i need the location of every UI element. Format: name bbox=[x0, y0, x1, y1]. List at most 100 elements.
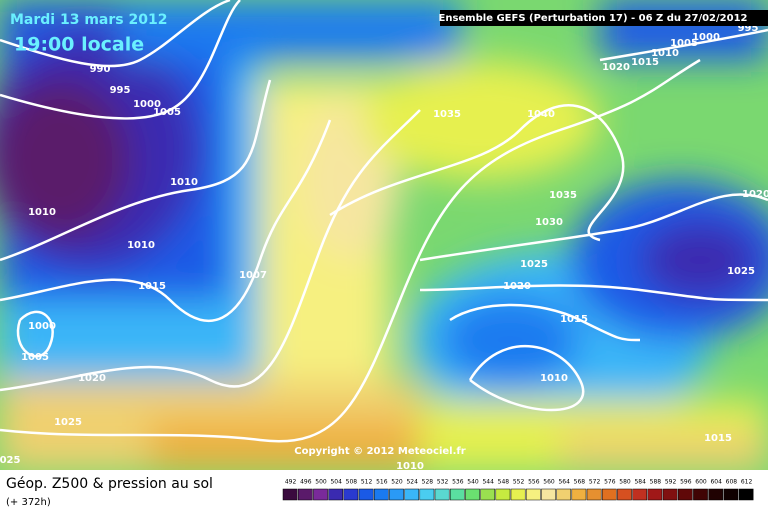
colorbar-swatch bbox=[571, 488, 587, 501]
isobar-label: 995 bbox=[738, 23, 759, 34]
isobar-label: 1015 bbox=[560, 314, 588, 325]
isobar-label: 1025 bbox=[54, 417, 82, 428]
colorbar-swatch bbox=[389, 488, 404, 501]
colorbar-swatch bbox=[586, 488, 602, 501]
colorbar-swatch bbox=[510, 488, 526, 501]
isobar-label: 1015 bbox=[631, 57, 659, 68]
model-banner bbox=[440, 10, 768, 26]
copyright: Copyright © 2012 Meteociel.fr bbox=[294, 446, 465, 457]
colorbar-label: 536 bbox=[452, 479, 464, 486]
isobar-label: 1005 bbox=[153, 107, 181, 118]
colorbar-swatch bbox=[708, 488, 724, 501]
colorbar-swatch bbox=[328, 488, 344, 501]
isobar-label: 1000 bbox=[692, 32, 720, 43]
isobar-label: 1020 bbox=[78, 373, 106, 384]
colorbar-label: 532 bbox=[437, 479, 449, 486]
colorbar-swatch bbox=[617, 488, 632, 501]
colorbar-label: 580 bbox=[619, 479, 631, 486]
colorbar-swatch bbox=[647, 488, 663, 501]
local-time: 19:00 locale bbox=[14, 34, 144, 56]
isobar-label: 1010 bbox=[396, 461, 424, 472]
colorbar-swatch bbox=[556, 488, 572, 501]
isobar-label: 995 bbox=[110, 85, 131, 96]
colorbar-label: 600 bbox=[695, 479, 707, 486]
colorbar-label: 552 bbox=[513, 479, 525, 486]
colorbar-swatch bbox=[723, 488, 739, 501]
colorbar-swatch bbox=[465, 488, 480, 501]
colorbar-label: 540 bbox=[467, 479, 479, 486]
field bbox=[0, 0, 768, 470]
colorbar-label: 504 bbox=[330, 479, 342, 486]
isobar-label: 1010 bbox=[127, 240, 155, 251]
colorbar-label: 496 bbox=[300, 479, 312, 486]
colorbar-label: 596 bbox=[680, 479, 692, 486]
colorbar-label: 608 bbox=[726, 479, 738, 486]
colorbar-swatch bbox=[662, 488, 678, 501]
colorbar-label: 492 bbox=[285, 479, 297, 486]
isobars bbox=[0, 0, 768, 443]
colorbar-swatch bbox=[358, 488, 374, 501]
footer-label: Géop. Z500 & pression au sol bbox=[6, 476, 213, 492]
colorbar-label: 520 bbox=[391, 479, 403, 486]
isobar-label: 1035 bbox=[433, 109, 461, 120]
colorbar-swatch bbox=[373, 488, 389, 501]
isobar-label: 1020 bbox=[503, 281, 531, 292]
colorbar-swatch bbox=[480, 488, 496, 501]
isobar-label: 1010 bbox=[540, 373, 568, 384]
colorbar-label: 588 bbox=[650, 479, 662, 486]
colorbar-swatch bbox=[343, 488, 359, 501]
isobar-label: 1005 bbox=[670, 38, 698, 49]
isobar-label: 990 bbox=[90, 64, 111, 75]
field-shading bbox=[0, 0, 768, 470]
colorbar-swatch bbox=[282, 488, 298, 501]
colorbar-label: 516 bbox=[376, 479, 388, 486]
colorbar-swatch bbox=[404, 488, 420, 501]
isobar-label: 1020 bbox=[602, 62, 630, 73]
colorbar-label: 560 bbox=[543, 479, 555, 486]
colorbar-label: 556 bbox=[528, 479, 540, 486]
isobar-label: 1040 bbox=[527, 109, 555, 120]
colorbar-label: 508 bbox=[346, 479, 358, 486]
date-title: Mardi 13 mars 2012 bbox=[10, 12, 167, 28]
model-label: Ensemble GEFS (Perturbation 17) - 06 Z d… bbox=[439, 13, 748, 24]
isobar-label: 1030 bbox=[535, 217, 563, 228]
colorbar-label: 572 bbox=[589, 479, 601, 486]
colorbar-label: 576 bbox=[604, 479, 616, 486]
colorbar-swatch bbox=[677, 488, 693, 501]
isobar-label: 1025 bbox=[727, 266, 755, 277]
colorbar-label: 568 bbox=[574, 479, 586, 486]
isobar-label: 1010 bbox=[28, 207, 56, 218]
colorbar-label: 612 bbox=[741, 479, 753, 486]
colorbar-swatch bbox=[525, 488, 541, 501]
isobar-label: 1010 bbox=[651, 48, 679, 59]
colorbar-swatch bbox=[495, 488, 511, 501]
isobar-label: 1010 bbox=[170, 177, 198, 188]
colorbar-label: 548 bbox=[498, 479, 510, 486]
colorbar-label: 604 bbox=[710, 479, 722, 486]
isobar-label: 1005 bbox=[21, 352, 49, 363]
isobar-label: 1025 bbox=[520, 259, 548, 270]
colorbar-label: 500 bbox=[315, 479, 327, 486]
isobar-label: 1015 bbox=[704, 433, 732, 444]
colorbar-label: 564 bbox=[558, 479, 570, 486]
colorbar-swatch bbox=[738, 488, 754, 501]
colorbar-label: 528 bbox=[422, 479, 434, 486]
isobar-label: 1015 bbox=[138, 281, 166, 292]
isobar-label: 1035 bbox=[549, 190, 577, 201]
isobar-label: 1007 bbox=[239, 270, 267, 281]
isobar-label: 1020 bbox=[742, 189, 768, 200]
isobar-label: 025 bbox=[0, 455, 20, 466]
colorbar-label: 512 bbox=[361, 479, 373, 486]
isobar-label: 1000 bbox=[28, 321, 56, 332]
colorbar-label: 544 bbox=[482, 479, 494, 486]
isobar-labels: 9909951000100510101010101010151007100010… bbox=[0, 23, 768, 472]
colorbar-swatch bbox=[313, 488, 328, 501]
colorbar-swatch bbox=[434, 488, 450, 501]
colorbar-label: 592 bbox=[665, 479, 677, 486]
colorbar: 492 496 500 504 508 512 516 520 524 528 532 536 540 5… bbox=[282, 479, 754, 501]
colorbar-label: 524 bbox=[406, 479, 418, 486]
colorbar-swatch bbox=[419, 488, 435, 501]
colorbar-swatch bbox=[297, 488, 313, 501]
